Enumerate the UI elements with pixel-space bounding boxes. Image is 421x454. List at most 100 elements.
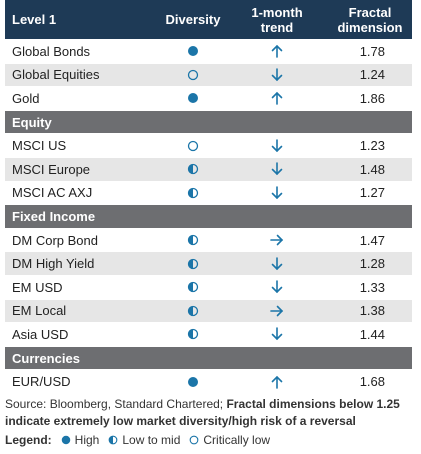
diversity-cell [153, 252, 233, 275]
header-cell: Diversity [165, 12, 221, 27]
trend-arrow [271, 138, 283, 152]
table-row: EM USD 1.33 [5, 276, 412, 299]
fractal-value: 1.86 [359, 90, 385, 106]
diversity-cell [153, 134, 233, 157]
diversity-cell [153, 276, 233, 299]
asset-name: MSCI US [12, 138, 67, 154]
asset-name: DM Corp Bond [12, 232, 98, 248]
trend-cell [247, 182, 307, 205]
legend-item: Critically low [188, 433, 270, 447]
fractal-value: 1.24 [359, 67, 385, 83]
table-row: Asia USD 1.44 [5, 323, 412, 346]
fractal-value: 1.68 [359, 374, 385, 390]
legend-label: Low to mid [122, 433, 181, 447]
table-row: DM High Yield 1.28 [5, 252, 412, 275]
note: Fractal dimensions below 1.25 indicate e… [5, 397, 400, 428]
diversity-cell [153, 370, 233, 393]
trend-arrow [270, 305, 284, 317]
legend-item: Low to mid [107, 433, 180, 447]
table-row: MSCI AC AXJ 1.27 [5, 182, 412, 205]
trend-cell [247, 252, 307, 275]
diversity-icon [187, 305, 199, 317]
trend-cell [247, 87, 307, 110]
asset-name: MSCI AC AXJ [12, 185, 93, 201]
asset-name: Asia USD [12, 326, 69, 342]
header-row: Level 1 Diversity 1-month trend Fractal … [5, 0, 412, 39]
fractal-value: 1.27 [359, 185, 385, 201]
table-row: MSCI Europe 1.48 [5, 158, 412, 181]
legend-label: High [74, 433, 100, 447]
trend-arrow [271, 375, 283, 389]
diversity-icon [188, 376, 198, 387]
trend-cell [247, 158, 307, 181]
section-row: Equity [5, 110, 412, 134]
table-row: EUR/USD 1.68 [5, 370, 412, 393]
header-cell: 1-month trend [251, 4, 303, 35]
diversity-icon [187, 329, 199, 340]
diversity-cell [153, 40, 233, 63]
asset-name: DM High Yield [12, 256, 95, 272]
trend-cell [247, 229, 307, 252]
trend-arrow [271, 162, 283, 176]
diversity-icon [187, 69, 199, 81]
trend-cell [247, 134, 307, 157]
trend-arrow [271, 92, 283, 106]
asset-name: MSCI Europe [12, 161, 91, 177]
asset-name: EM USD [12, 279, 63, 295]
legend-item: High [60, 433, 100, 447]
trend-arrow [271, 68, 283, 82]
trend-arrow [270, 234, 284, 246]
diversity-cell [153, 64, 233, 87]
legend-title: Legend: [5, 433, 52, 447]
diversity-icon [187, 258, 199, 269]
source: Source: Bloomberg, Standard Chartered; [5, 397, 227, 411]
diversity-icon [188, 93, 198, 104]
trend-cell [247, 40, 307, 63]
fractal-value: 1.28 [359, 256, 385, 272]
diversity-icon [187, 282, 199, 293]
table-row: Global Bonds 1.78 [5, 40, 412, 63]
diversity-icon [188, 46, 198, 57]
fractal-value: 1.33 [359, 279, 385, 295]
diversity-cell [153, 182, 233, 205]
legend: Legend: High Low to mid Critically low [5, 433, 417, 447]
diversity-icon [190, 435, 199, 445]
diversity-cell [153, 300, 233, 323]
fractal-value: 1.48 [359, 161, 385, 177]
trend-arrow [271, 256, 283, 270]
trend-arrow [271, 186, 283, 200]
diversity-icon [61, 435, 70, 445]
diversity-icon [187, 164, 199, 175]
diversity-icon [108, 435, 118, 445]
header-cell: Fractal dimension [337, 4, 403, 35]
diversity-icon [187, 187, 199, 199]
fractal-value: 1.38 [359, 303, 385, 319]
table-row: Gold 1.86 [5, 87, 412, 110]
asset-name: EM Local [12, 303, 67, 319]
trend-cell [247, 300, 307, 323]
legend-label: Critically low [203, 433, 271, 447]
asset-name: EUR/USD [12, 374, 71, 390]
trend-cell [247, 370, 307, 393]
fractal-value: 1.23 [359, 138, 385, 154]
table-row: DM Corp Bond 1.47 [5, 229, 412, 252]
asset-name: Gold [12, 90, 40, 106]
trend-arrow [271, 45, 283, 59]
fractal-value: 1.78 [359, 43, 385, 59]
footer: Source: Bloomberg, Standard Chartered; F… [5, 396, 417, 430]
fractal-value: 1.47 [359, 232, 385, 248]
diversity-cell [153, 323, 233, 346]
trend-cell [247, 323, 307, 346]
trend-cell [247, 64, 307, 87]
table-row: EM Local 1.38 [5, 299, 412, 323]
diversity-cell [153, 158, 233, 181]
fractal-value: 1.44 [359, 326, 385, 342]
section-row: Fixed Income [5, 205, 412, 228]
diversity-cell [153, 87, 233, 110]
header-cell: Level 1 [12, 12, 57, 27]
table-row: Global Equities 1.24 [5, 63, 412, 87]
section-row: Currencies [5, 346, 412, 370]
trend-arrow [271, 280, 283, 294]
trend-cell [247, 276, 307, 299]
